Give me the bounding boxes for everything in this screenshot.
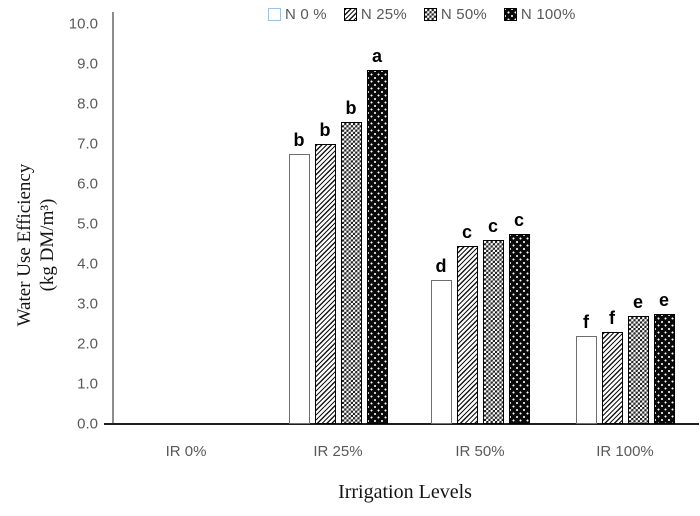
y-axis-title: Water Use Efficiency (kg DM/m³)	[13, 95, 59, 395]
bar-ir-50pct-n-100pct	[508, 234, 530, 424]
bar-ir-25pct-n-50pct	[340, 122, 362, 424]
bar-ir-100pct-n-100pct	[653, 314, 675, 424]
bar-ir-100pct-n-0-pct	[575, 336, 597, 424]
sig-letter-ir-50pct-n-0-pct: d	[435, 256, 447, 276]
y-axis-line	[112, 12, 114, 424]
y-axis-title-line1: Water Use Efficiency	[14, 163, 35, 327]
sig-letter-ir-50pct-n-25pct: c	[461, 222, 472, 242]
category-label-ir-25pct: IR 25%	[313, 443, 363, 460]
category-label-ir-50pct: IR 50%	[455, 443, 505, 460]
legend-swatch-n-25pct-icon	[343, 8, 357, 21]
sig-letter-ir-100pct-n-25pct: f	[609, 308, 615, 328]
bar-ir-50pct-n-25pct	[456, 246, 478, 424]
legend-label-n-25pct: N 25%	[360, 6, 407, 23]
chart-legend: N 0 % N 25% N 50% N 100%	[268, 6, 576, 23]
sig-letter-ir-25pct-n-0-pct: b	[293, 130, 305, 150]
bar-ir-100pct-n-50pct	[627, 316, 649, 424]
y-tick-label-0-0: 0.0	[77, 415, 98, 433]
bar-ir-50pct-n-0-pct	[430, 280, 452, 424]
y-tick-label-5-0: 5.0	[77, 215, 98, 233]
legend-label-n-0-pct: N 0 %	[285, 6, 327, 23]
sig-letter-ir-100pct-n-0-pct: f	[583, 312, 589, 332]
legend-swatch-n-50pct-icon	[423, 8, 437, 21]
y-tick-label-1-0: 1.0	[77, 375, 98, 393]
sig-letter-ir-100pct-n-100pct: e	[658, 290, 669, 310]
sig-letter-ir-25pct-n-50pct: b	[345, 98, 357, 118]
sig-letter-ir-100pct-n-50pct: e	[632, 292, 643, 312]
sig-letter-ir-25pct-n-100pct: a	[371, 46, 382, 66]
y-tick-label-7-0: 7.0	[77, 135, 98, 153]
y-tick-label-4-0: 4.0	[77, 255, 98, 273]
y-tick-label-2-0: 2.0	[77, 335, 98, 353]
legend-item-n-100pct: N 100%	[503, 6, 576, 23]
y-tick-label-3-0: 3.0	[77, 295, 98, 313]
sig-letter-ir-50pct-n-100pct: c	[513, 210, 524, 230]
x-axis-title: Irrigation Levels	[338, 481, 472, 503]
sig-letter-ir-50pct-n-50pct: c	[487, 216, 498, 236]
bar-ir-50pct-n-50pct	[482, 240, 504, 424]
legend-swatch-n-0-pct-icon	[268, 8, 281, 21]
bar-ir-25pct-n-100pct	[366, 70, 388, 424]
legend-label-n-50pct: N 50%	[440, 6, 487, 23]
sig-letter-ir-25pct-n-25pct: b	[319, 120, 331, 140]
category-label-ir-100pct: IR 100%	[596, 443, 654, 460]
bar-ir-25pct-n-0-pct	[288, 154, 310, 424]
legend-swatch-n-100pct-icon	[503, 8, 517, 21]
x-axis-line	[104, 423, 699, 425]
legend-item-n-50pct: N 50%	[423, 6, 487, 23]
y-tick-label-6-0: 6.0	[77, 175, 98, 193]
legend-item-n-25pct: N 25%	[343, 6, 407, 23]
legend-item-n-0-pct: N 0 %	[268, 6, 327, 23]
category-label-ir-0pct: IR 0%	[165, 443, 207, 460]
legend-label-n-100pct: N 100%	[520, 6, 576, 23]
bar-ir-100pct-n-25pct	[601, 332, 623, 424]
y-tick-label-9-0: 9.0	[77, 55, 98, 73]
y-tick-label-10-0: 10.0	[68, 15, 98, 33]
y-tick-label-8-0: 8.0	[77, 95, 98, 113]
bar-ir-25pct-n-25pct	[314, 144, 336, 424]
